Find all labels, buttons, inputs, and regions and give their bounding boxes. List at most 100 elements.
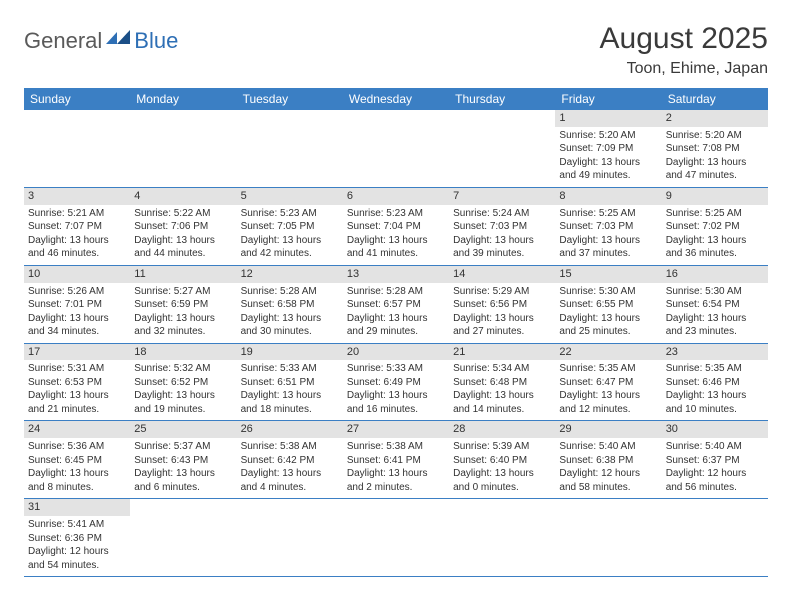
day-daylight: Daylight: 13 hours and 32 minutes. — [134, 312, 232, 339]
day-sunrise: Sunrise: 5:30 AM — [666, 285, 764, 299]
day-cell: 7Sunrise: 5:24 AMSunset: 7:03 PMDaylight… — [449, 188, 555, 265]
day-sunrise: Sunrise: 5:31 AM — [28, 362, 126, 376]
day-cell — [343, 110, 449, 187]
day-header-cell: Saturday — [662, 88, 768, 110]
day-sunset: Sunset: 7:09 PM — [559, 142, 657, 156]
week-row: 31Sunrise: 5:41 AMSunset: 6:36 PMDayligh… — [24, 499, 768, 577]
day-sunrise: Sunrise: 5:34 AM — [453, 362, 551, 376]
day-cell: 28Sunrise: 5:39 AMSunset: 6:40 PMDayligh… — [449, 421, 555, 498]
day-sunset: Sunset: 6:51 PM — [241, 376, 339, 390]
day-number: 15 — [555, 266, 661, 283]
day-sunset: Sunset: 6:43 PM — [134, 454, 232, 468]
day-body: Sunrise: 5:37 AMSunset: 6:43 PMDaylight:… — [130, 438, 236, 498]
day-number: 12 — [237, 266, 343, 283]
day-cell: 30Sunrise: 5:40 AMSunset: 6:37 PMDayligh… — [662, 421, 768, 498]
day-sunrise: Sunrise: 5:23 AM — [241, 207, 339, 221]
day-sunset: Sunset: 6:54 PM — [666, 298, 764, 312]
day-number: 5 — [237, 188, 343, 205]
day-sunrise: Sunrise: 5:28 AM — [347, 285, 445, 299]
day-sunrise: Sunrise: 5:39 AM — [453, 440, 551, 454]
day-cell: 14Sunrise: 5:29 AMSunset: 6:56 PMDayligh… — [449, 266, 555, 343]
day-sunrise: Sunrise: 5:25 AM — [666, 207, 764, 221]
day-sunset: Sunset: 6:47 PM — [559, 376, 657, 390]
logo-text-blue: Blue — [134, 28, 178, 54]
day-sunset: Sunset: 6:52 PM — [134, 376, 232, 390]
day-body: Sunrise: 5:32 AMSunset: 6:52 PMDaylight:… — [130, 360, 236, 420]
day-body: Sunrise: 5:25 AMSunset: 7:02 PMDaylight:… — [662, 205, 768, 265]
day-daylight: Daylight: 13 hours and 27 minutes. — [453, 312, 551, 339]
day-header-row: SundayMondayTuesdayWednesdayThursdayFrid… — [24, 88, 768, 110]
day-sunrise: Sunrise: 5:36 AM — [28, 440, 126, 454]
day-number: 1 — [555, 110, 661, 127]
day-body: Sunrise: 5:40 AMSunset: 6:38 PMDaylight:… — [555, 438, 661, 498]
day-cell — [449, 499, 555, 576]
day-daylight: Daylight: 13 hours and 10 minutes. — [666, 389, 764, 416]
day-number: 2 — [662, 110, 768, 127]
day-sunset: Sunset: 6:36 PM — [28, 532, 126, 546]
day-daylight: Daylight: 13 hours and 46 minutes. — [28, 234, 126, 261]
day-cell: 31Sunrise: 5:41 AMSunset: 6:36 PMDayligh… — [24, 499, 130, 576]
day-cell: 22Sunrise: 5:35 AMSunset: 6:47 PMDayligh… — [555, 344, 661, 421]
day-cell: 13Sunrise: 5:28 AMSunset: 6:57 PMDayligh… — [343, 266, 449, 343]
day-daylight: Daylight: 13 hours and 21 minutes. — [28, 389, 126, 416]
day-sunset: Sunset: 6:56 PM — [453, 298, 551, 312]
day-number: 14 — [449, 266, 555, 283]
day-number: 18 — [130, 344, 236, 361]
day-sunset: Sunset: 6:45 PM — [28, 454, 126, 468]
day-body: Sunrise: 5:31 AMSunset: 6:53 PMDaylight:… — [24, 360, 130, 420]
day-body: Sunrise: 5:21 AMSunset: 7:07 PMDaylight:… — [24, 205, 130, 265]
day-body: Sunrise: 5:41 AMSunset: 6:36 PMDaylight:… — [24, 516, 130, 576]
day-body: Sunrise: 5:38 AMSunset: 6:42 PMDaylight:… — [237, 438, 343, 498]
day-body: Sunrise: 5:29 AMSunset: 6:56 PMDaylight:… — [449, 283, 555, 343]
day-daylight: Daylight: 13 hours and 41 minutes. — [347, 234, 445, 261]
day-daylight: Daylight: 13 hours and 0 minutes. — [453, 467, 551, 494]
day-number: 19 — [237, 344, 343, 361]
day-sunset: Sunset: 6:57 PM — [347, 298, 445, 312]
day-cell — [130, 110, 236, 187]
day-sunset: Sunset: 6:46 PM — [666, 376, 764, 390]
day-cell: 25Sunrise: 5:37 AMSunset: 6:43 PMDayligh… — [130, 421, 236, 498]
day-sunrise: Sunrise: 5:29 AM — [453, 285, 551, 299]
day-daylight: Daylight: 12 hours and 54 minutes. — [28, 545, 126, 572]
day-cell: 16Sunrise: 5:30 AMSunset: 6:54 PMDayligh… — [662, 266, 768, 343]
day-sunset: Sunset: 7:01 PM — [28, 298, 126, 312]
day-cell: 24Sunrise: 5:36 AMSunset: 6:45 PMDayligh… — [24, 421, 130, 498]
day-number: 13 — [343, 266, 449, 283]
day-cell: 5Sunrise: 5:23 AMSunset: 7:05 PMDaylight… — [237, 188, 343, 265]
day-cell: 2Sunrise: 5:20 AMSunset: 7:08 PMDaylight… — [662, 110, 768, 187]
day-sunset: Sunset: 6:55 PM — [559, 298, 657, 312]
day-sunrise: Sunrise: 5:40 AM — [559, 440, 657, 454]
week-row: 10Sunrise: 5:26 AMSunset: 7:01 PMDayligh… — [24, 266, 768, 344]
day-number: 28 — [449, 421, 555, 438]
day-daylight: Daylight: 13 hours and 34 minutes. — [28, 312, 126, 339]
day-sunset: Sunset: 6:41 PM — [347, 454, 445, 468]
day-number: 3 — [24, 188, 130, 205]
day-daylight: Daylight: 12 hours and 58 minutes. — [559, 467, 657, 494]
day-cell — [662, 499, 768, 576]
day-daylight: Daylight: 13 hours and 18 minutes. — [241, 389, 339, 416]
logo: General Blue — [24, 28, 178, 54]
day-sunset: Sunset: 7:06 PM — [134, 220, 232, 234]
day-sunrise: Sunrise: 5:33 AM — [241, 362, 339, 376]
day-daylight: Daylight: 13 hours and 30 minutes. — [241, 312, 339, 339]
day-body: Sunrise: 5:40 AMSunset: 6:37 PMDaylight:… — [662, 438, 768, 498]
day-daylight: Daylight: 13 hours and 42 minutes. — [241, 234, 339, 261]
day-cell: 10Sunrise: 5:26 AMSunset: 7:01 PMDayligh… — [24, 266, 130, 343]
day-cell: 3Sunrise: 5:21 AMSunset: 7:07 PMDaylight… — [24, 188, 130, 265]
weeks-container: 1Sunrise: 5:20 AMSunset: 7:09 PMDaylight… — [24, 110, 768, 577]
day-number: 23 — [662, 344, 768, 361]
day-cell: 18Sunrise: 5:32 AMSunset: 6:52 PMDayligh… — [130, 344, 236, 421]
day-sunset: Sunset: 7:07 PM — [28, 220, 126, 234]
day-cell: 29Sunrise: 5:40 AMSunset: 6:38 PMDayligh… — [555, 421, 661, 498]
day-daylight: Daylight: 12 hours and 56 minutes. — [666, 467, 764, 494]
page: General Blue August 2025 Toon, Ehime, Ja… — [0, 0, 792, 599]
day-cell: 23Sunrise: 5:35 AMSunset: 6:46 PMDayligh… — [662, 344, 768, 421]
day-number: 11 — [130, 266, 236, 283]
day-sunset: Sunset: 7:04 PM — [347, 220, 445, 234]
day-daylight: Daylight: 13 hours and 47 minutes. — [666, 156, 764, 183]
day-daylight: Daylight: 13 hours and 49 minutes. — [559, 156, 657, 183]
day-number: 26 — [237, 421, 343, 438]
day-sunset: Sunset: 6:42 PM — [241, 454, 339, 468]
flag-icon — [106, 30, 132, 53]
day-daylight: Daylight: 13 hours and 6 minutes. — [134, 467, 232, 494]
